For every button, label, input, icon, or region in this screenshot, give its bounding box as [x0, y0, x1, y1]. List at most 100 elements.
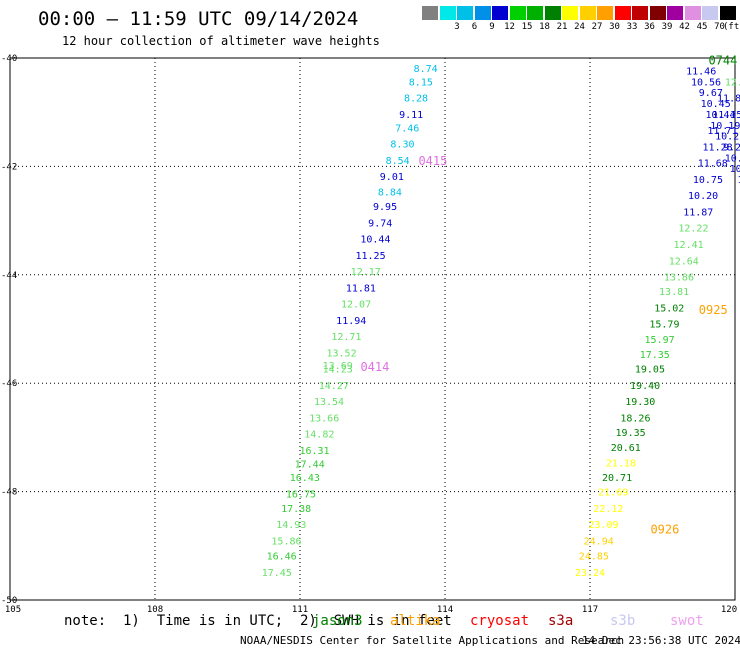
legend-swatch — [422, 6, 438, 20]
wave-height-value: 9.74 — [368, 218, 392, 229]
legend-label: 18 — [539, 22, 550, 32]
wave-height-value: 22.12 — [593, 504, 623, 515]
pass-label: 0415 — [418, 154, 447, 168]
wave-height-value: 8.28 — [404, 94, 428, 105]
legend-label: 30 — [609, 22, 620, 32]
wave-height-value: 12.22 — [678, 224, 708, 235]
wave-height-value: 9.11 — [399, 110, 423, 121]
wave-height-value: 16.31 — [299, 446, 329, 457]
lat-tick-label: -44 — [1, 271, 17, 281]
legend-label: 12 — [504, 22, 515, 32]
wave-height-value: 9.27 — [723, 142, 740, 153]
legend-swatch — [597, 6, 613, 20]
legend-label: 36 — [644, 22, 655, 32]
wave-height-value: 19.35 — [616, 428, 646, 439]
wave-height-value: 17.35 — [640, 350, 670, 361]
wave-height-value: 23.24 — [575, 568, 605, 579]
wave-height-value: 11.46 — [686, 67, 716, 78]
wave-height-value: 12.64 — [669, 256, 699, 267]
page-subtitle: 12 hour collection of altimeter wave hei… — [62, 34, 380, 48]
wave-height-value: 13.69 — [323, 361, 353, 372]
legend-label: 9 — [489, 22, 495, 32]
wave-height-value: 8.84 — [378, 187, 402, 198]
legend-swatch — [614, 6, 631, 20]
legend-label: 39 — [661, 22, 673, 32]
legend-label: 70 — [714, 22, 725, 32]
wave-height-value: 8.54 — [386, 156, 410, 167]
legend-swatch — [457, 6, 473, 20]
legend-swatch — [474, 6, 491, 20]
pass-label: 0744 — [708, 54, 737, 68]
legend-label: 3 — [454, 22, 460, 32]
legend-swatch — [667, 6, 683, 20]
wave-height-value: 14.82 — [304, 430, 334, 441]
generated-timestamp: 14 Dec 23:56:38 UTC 2024 — [582, 634, 740, 647]
legend-swatch — [527, 6, 543, 20]
wave-height-value: 11.94 — [336, 316, 366, 327]
legend-label: 21 — [556, 22, 568, 32]
wave-height-value: 13.81 — [659, 287, 689, 298]
lon-tick-label: 108 — [147, 605, 163, 615]
wave-height-value: 13.66 — [309, 413, 339, 424]
lat-tick-label: -42 — [1, 162, 17, 172]
wave-height-value: 13.86 — [664, 273, 694, 284]
wave-height-value: 13.52 — [327, 348, 357, 359]
credit-text: NOAA/NESDIS Center for Satellite Applica… — [240, 634, 625, 647]
satellite-label: altika — [390, 613, 441, 629]
wave-height-value: 8.30 — [390, 140, 414, 151]
wave-height-value: 13.54 — [314, 397, 344, 408]
legend-swatch — [632, 6, 648, 20]
wave-height-value: 12.41 — [674, 240, 704, 251]
wave-height-value: 10.44 — [725, 153, 740, 164]
wave-height-value: 15.02 — [654, 303, 684, 314]
pass-labels: 041604150414074409250926 — [360, 54, 737, 537]
wave-height-value: 10.44 — [705, 110, 735, 121]
legend-swatch — [562, 6, 578, 20]
note-text: note: 1) Time is in UTC; 2) SWH is in fe… — [64, 613, 452, 629]
wave-height-value: 11.28 — [703, 142, 733, 153]
wave-height-value: 9.01 — [380, 172, 404, 183]
legend-label: 15 — [521, 22, 533, 32]
lon-tick-label: 114 — [437, 605, 453, 615]
wave-height-value: 10.3 — [737, 175, 740, 186]
page-title: 00:00 – 11:59 UTC 09/14/2024 — [38, 8, 359, 30]
wave-height-value: 18.26 — [620, 413, 650, 424]
wave-height-observations: 17.45 16.46 15.86 14.93 17.38 16.75 16.43 17.44… — [262, 64, 740, 579]
wave-height-value: 24.85 — [579, 552, 609, 563]
wave-height-value: 21.69 — [598, 488, 628, 499]
wave-height-value: 23.09 — [588, 520, 618, 531]
wave-height-value: 10.36 — [730, 164, 740, 175]
wave-height-value: 15.86 — [271, 536, 301, 547]
wave-height-value: 24.94 — [584, 536, 614, 547]
wave-height-value: 11.25 — [356, 251, 386, 262]
axis-tick-labels: 105 108 111 114 117 120 -40 -42 -44 -46 -48 -50 — [1, 54, 737, 615]
legend-swatch — [509, 6, 526, 20]
lat-tick-label: -40 — [1, 54, 17, 64]
wave-height-value: 10.44 — [360, 235, 390, 246]
legend-label: 42 — [679, 22, 690, 32]
legend-swatch — [702, 6, 718, 20]
satellite-label: s3b — [610, 613, 636, 629]
wave-height-value: 10.19 — [710, 121, 740, 132]
wave-height-value: 12.17 — [351, 267, 381, 278]
wave-height-value: 11.35 — [712, 110, 740, 121]
wave-height-value: 12.07 — [341, 300, 371, 311]
legend-swatch — [439, 6, 456, 20]
wave-height-value: 10.45 — [701, 99, 731, 110]
wave-height-value: 17.44 — [295, 460, 325, 471]
wave-height-value: 14.93 — [276, 520, 306, 531]
legend-swatch — [719, 6, 736, 20]
lat-tick-label: -46 — [1, 379, 17, 389]
pass-label: 0926 — [650, 523, 679, 537]
satellite-label: s3a — [548, 613, 574, 629]
lat-lon-grid — [10, 58, 735, 600]
legend-swatch — [579, 6, 596, 20]
wave-height-value: 19.40 — [630, 381, 660, 392]
satellite-label: cryosat — [470, 613, 530, 629]
wave-height-value: 9.67 — [699, 88, 723, 99]
legend-swatch — [492, 6, 508, 20]
wave-height-value: 12.71 — [331, 332, 361, 343]
legend-label: 45 — [696, 22, 708, 32]
legend-swatch — [649, 6, 666, 20]
